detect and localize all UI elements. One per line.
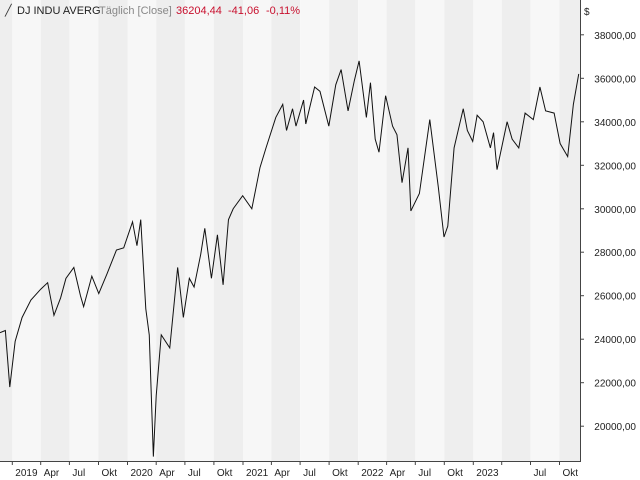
- period-label: Täglich [Close]: [99, 5, 172, 17]
- x-tick-label: 2019: [15, 468, 38, 479]
- x-tick-label: Jul: [188, 468, 201, 479]
- quarter-band: [0, 0, 13, 461]
- series-layer: [0, 60, 580, 457]
- x-tick-label: Okt: [563, 468, 579, 479]
- x-tick-label: Jul: [418, 468, 431, 479]
- quarter-band: [40, 0, 70, 461]
- x-tick-label: 2020: [131, 468, 154, 479]
- x-tick-label: 2023: [476, 468, 499, 479]
- quarter-band: [473, 0, 502, 461]
- quarter-band: [98, 0, 128, 461]
- quarter-band: [415, 0, 445, 461]
- quarter-band: [271, 0, 301, 461]
- quarter-band: [69, 0, 99, 461]
- y-tick-label: 34000,00: [594, 118, 636, 129]
- y-tick-label: 36000,00: [594, 74, 636, 85]
- y-tick-label: 38000,00: [594, 31, 636, 42]
- quarter-band: [386, 0, 416, 461]
- y-axis-ticks: 20000,00 22000,00 24000,00 26000,00 28000,00…: [580, 31, 636, 433]
- price-change: -41,06: [228, 5, 259, 17]
- quarter-band: [300, 0, 330, 461]
- x-tick-label: Apr: [390, 468, 406, 479]
- currency-label: $: [584, 7, 590, 18]
- y-tick-label: 30000,00: [594, 205, 636, 216]
- quarter-band: [329, 0, 359, 461]
- quarter-bands: [0, 0, 580, 461]
- x-tick-label: Apr: [159, 468, 175, 479]
- line-chart-icon: ╱: [4, 3, 13, 17]
- price-change-pct: -0,11%: [266, 5, 300, 17]
- quarter-band: [213, 0, 243, 461]
- quarter-band: [559, 0, 580, 461]
- quarter-band: [156, 0, 185, 461]
- quarter-band: [242, 0, 272, 461]
- x-tick-label: 2022: [361, 468, 384, 479]
- y-tick-label: 28000,00: [594, 248, 636, 259]
- y-tick-label: 24000,00: [594, 335, 636, 346]
- axes: [0, 0, 581, 462]
- x-tick-label: Okt: [332, 468, 348, 479]
- quarter-band: [444, 0, 474, 461]
- y-tick-label: 22000,00: [594, 379, 636, 390]
- quarter-band: [501, 0, 531, 461]
- x-tick-label: Jul: [534, 468, 547, 479]
- y-tick-label: 32000,00: [594, 161, 636, 172]
- quarter-band: [12, 0, 41, 461]
- x-tick-label: 2021: [246, 468, 269, 479]
- price-line: [0, 60, 580, 457]
- x-tick-label: Jul: [303, 468, 316, 479]
- quarter-band: [184, 0, 214, 461]
- instrument-name: DJ INDU AVERG: [17, 5, 101, 17]
- x-tick-label: Apr: [274, 468, 290, 479]
- x-tick-label: Apr: [44, 468, 60, 479]
- chart-header: ╱ DJ INDU AVERG Täglich [Close] 36204,44…: [4, 3, 300, 17]
- y-tick-label: 26000,00: [594, 292, 636, 303]
- x-tick-label: Jul: [72, 468, 85, 479]
- x-tick-label: Okt: [447, 468, 463, 479]
- x-axis-ticks: 2019 Apr Jul Okt 2020 Apr Jul Okt 2021 Apr Jul Okt 2…: [11, 461, 579, 479]
- quarter-band: [358, 0, 387, 461]
- y-tick-label: 20000,00: [594, 422, 636, 433]
- quarter-band: [530, 0, 560, 461]
- x-tick-label: Okt: [217, 468, 233, 479]
- x-tick-label: Okt: [102, 468, 118, 479]
- last-price: 36204,44: [176, 5, 222, 17]
